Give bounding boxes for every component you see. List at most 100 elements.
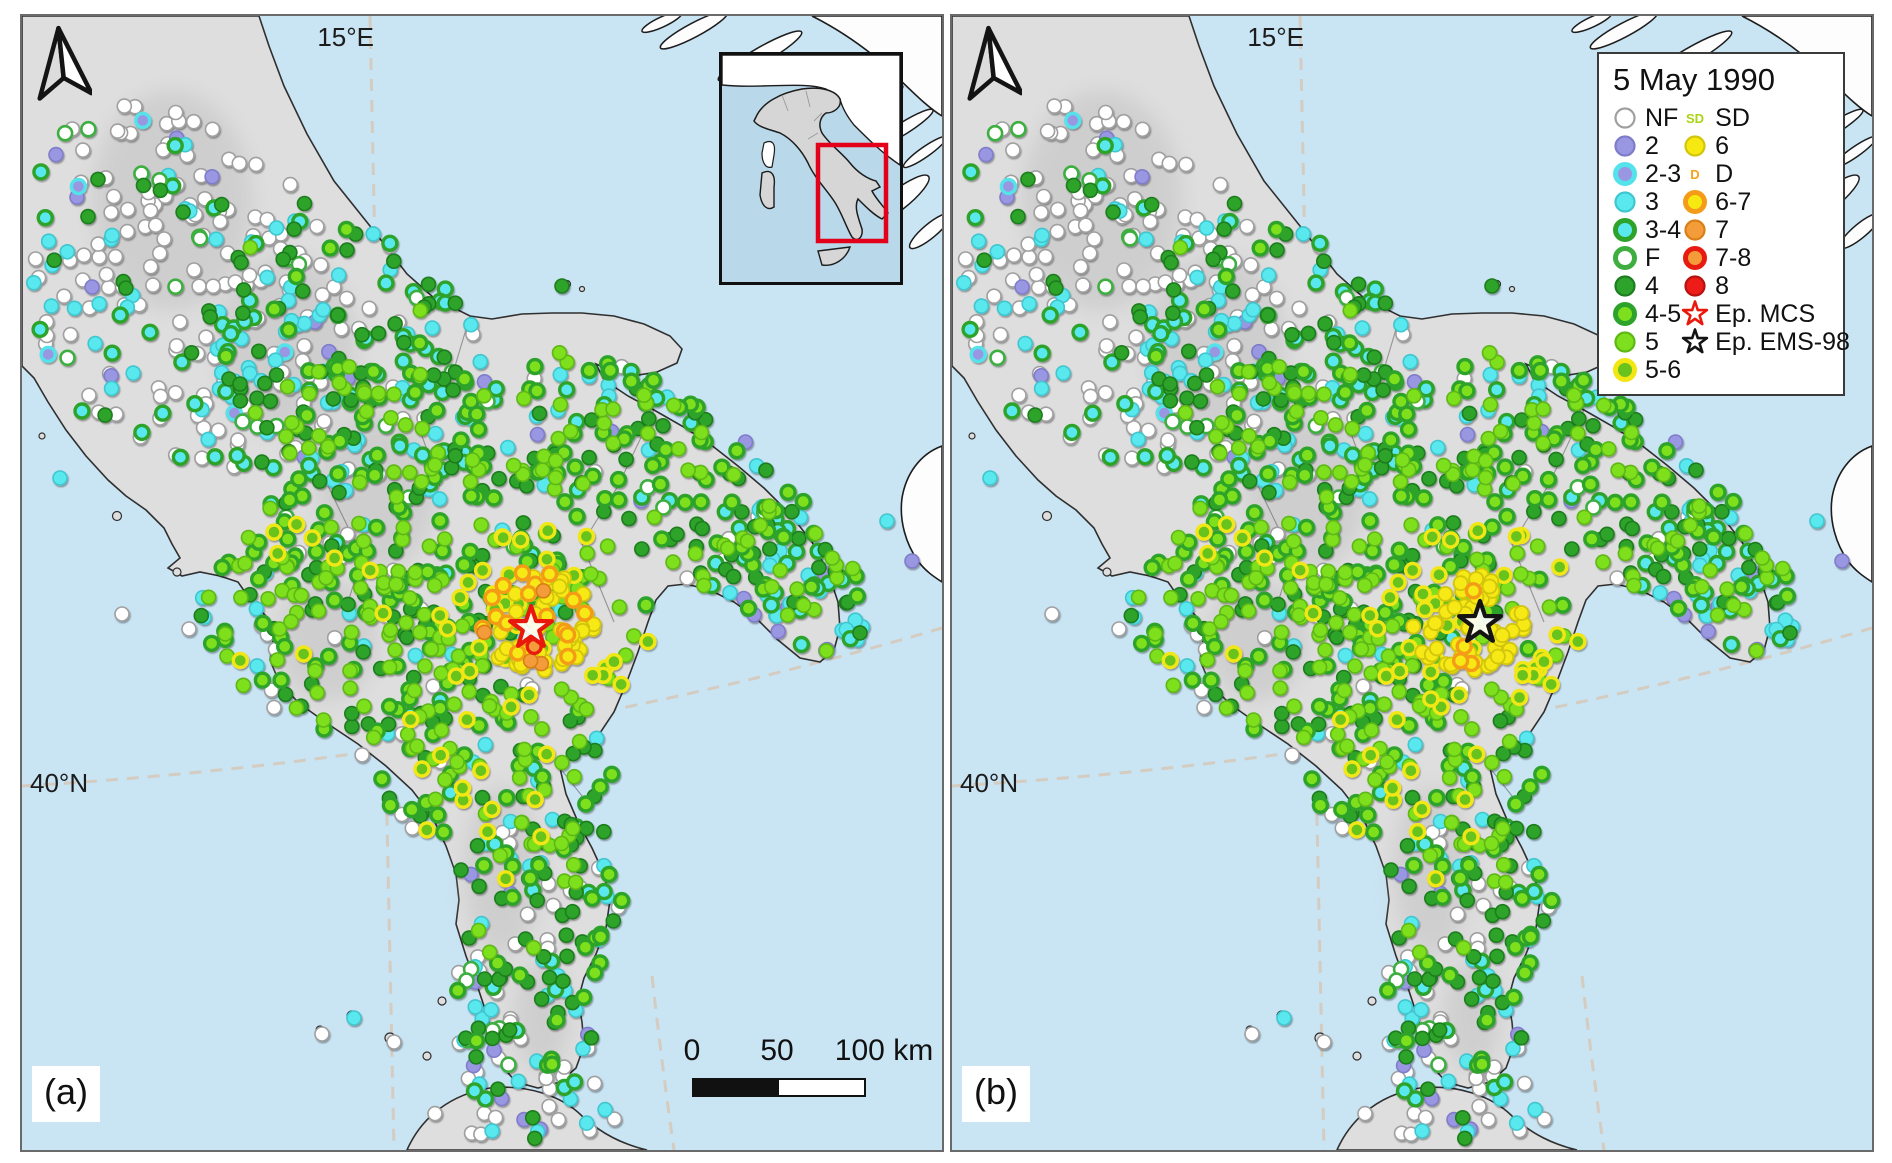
intensity-dot-NF bbox=[90, 236, 106, 252]
intensity-dot-3-4 bbox=[558, 381, 576, 399]
intensity-dot-3 bbox=[996, 300, 1013, 317]
intensity-dot-3 bbox=[1402, 353, 1419, 370]
intensity-dot-5 bbox=[1379, 754, 1395, 770]
intensity-dot-5 bbox=[341, 358, 357, 375]
intensity-dot-3-4 bbox=[792, 635, 811, 654]
intensity-dot-5-6 bbox=[538, 550, 556, 568]
intensity-dot-3 bbox=[248, 600, 265, 617]
intensity-dot-5 bbox=[412, 366, 428, 383]
intensity-dot-4 bbox=[578, 820, 595, 837]
intensity-dot-4-5 bbox=[337, 220, 356, 239]
intensity-dot-5 bbox=[454, 618, 471, 634]
intensity-dot-4-5 bbox=[576, 938, 595, 956]
intensity-dot-5 bbox=[1576, 509, 1593, 526]
intensity-dot-5-6 bbox=[1348, 821, 1366, 839]
legend-circle-icon-5 bbox=[1614, 331, 1636, 353]
intensity-dot-5-6 bbox=[1304, 604, 1322, 622]
intensity-dot-5 bbox=[1702, 562, 1719, 579]
intensity-dot-5 bbox=[719, 540, 736, 557]
intensity-dot-5 bbox=[772, 562, 789, 579]
intensity-dot-4 bbox=[1300, 325, 1317, 342]
intensity-dot-NF bbox=[1263, 321, 1280, 337]
intensity-dot-3 bbox=[104, 227, 120, 244]
intensity-dot-5 bbox=[388, 576, 404, 593]
intensity-dot-4 bbox=[1366, 349, 1383, 366]
intensity-dot-6 bbox=[1446, 599, 1463, 616]
intensity-dot-4-5 bbox=[1531, 361, 1549, 380]
intensity-dot-4-5 bbox=[644, 456, 662, 475]
intensity-dot-3-4 bbox=[394, 352, 412, 370]
intensity-dot-4 bbox=[277, 686, 294, 703]
intensity-dot-NF bbox=[1082, 388, 1099, 405]
intensity-dot-5 bbox=[1505, 475, 1521, 492]
intensity-legend: 5 May 1990 NF 2 2-3 3 3-4 F 4 4-5 5 5-6 SD SD 6 D D 6-… bbox=[1597, 52, 1850, 396]
intensity-dot-4-5 bbox=[1202, 671, 1220, 689]
intensity-dot-4-5 bbox=[276, 637, 294, 656]
intensity-dot-5 bbox=[433, 722, 450, 738]
intensity-dot-4-5 bbox=[287, 267, 305, 286]
intensity-dot-5 bbox=[1290, 607, 1307, 623]
intensity-dot-NF bbox=[986, 288, 1002, 305]
intensity-dot-5 bbox=[360, 607, 377, 623]
intensity-dot-NF bbox=[1097, 384, 1114, 401]
intensity-dot-4 bbox=[469, 837, 486, 854]
intensity-dot-4 bbox=[193, 607, 210, 624]
intensity-dot-5 bbox=[437, 771, 453, 788]
legend-star-icon-ep_ems bbox=[1681, 328, 1709, 354]
intensity-dot-4 bbox=[1162, 376, 1178, 392]
intensity-dot-4 bbox=[1143, 196, 1160, 213]
intensity-dot-NF bbox=[1480, 1112, 1497, 1128]
intensity-dot-3-4 bbox=[36, 208, 54, 227]
intensity-dot-4 bbox=[213, 196, 230, 213]
legend-circle-icon-7-8 bbox=[1683, 246, 1708, 270]
intensity-dot-5 bbox=[355, 533, 372, 550]
intensity-dot-NF bbox=[316, 413, 332, 430]
intensity-dot-6 bbox=[1405, 618, 1422, 635]
intensity-dot-4 bbox=[1163, 254, 1179, 271]
intensity-dot-4 bbox=[1285, 644, 1302, 660]
intensity-dot-4-5 bbox=[1478, 1011, 1496, 1029]
legend-label-F: F bbox=[1645, 243, 1661, 272]
panel-a-letter: (a) bbox=[32, 1066, 100, 1122]
intensity-dot-4 bbox=[447, 447, 464, 464]
intensity-dot-NF bbox=[1072, 203, 1089, 219]
intensity-dot-4-5 bbox=[575, 988, 593, 1006]
intensity-dot-3-4 bbox=[1495, 1073, 1514, 1091]
intensity-dot-5 bbox=[1649, 540, 1666, 557]
intensity-dot-3 bbox=[1189, 269, 1205, 286]
intensity-dot-4-5 bbox=[1456, 357, 1474, 376]
intensity-dot-5-6 bbox=[1403, 561, 1422, 580]
intensity-dot-4 bbox=[1255, 391, 1272, 407]
intensity-dot-4-5 bbox=[653, 530, 671, 548]
intensity-dot-5-6 bbox=[1495, 566, 1513, 585]
intensity-dot-4-5 bbox=[1333, 800, 1351, 819]
legend-circle-icon-5-6 bbox=[1613, 358, 1637, 382]
intensity-dot-5-6 bbox=[401, 710, 420, 729]
intensity-dot-4-5 bbox=[1533, 765, 1551, 783]
intensity-dot-5 bbox=[1391, 683, 1408, 700]
intensity-dot-5 bbox=[523, 708, 539, 725]
intensity-dot-4-5 bbox=[431, 512, 449, 530]
legend-label-D: D bbox=[1715, 159, 1734, 188]
legend-label-7-8: 7-8 bbox=[1715, 243, 1752, 272]
intensity-dot-4 bbox=[492, 678, 509, 695]
intensity-dot-4 bbox=[559, 948, 575, 965]
intensity-dot-5 bbox=[1480, 430, 1497, 447]
intensity-dot-4-5 bbox=[1259, 465, 1277, 483]
intensity-dot-4 bbox=[331, 484, 347, 501]
intensity-dot-5 bbox=[687, 545, 704, 562]
intensity-dot-4-5 bbox=[1294, 362, 1313, 381]
intensity-dot-3-4 bbox=[103, 344, 121, 362]
intensity-dot-4 bbox=[655, 417, 671, 434]
intensity-dot-4 bbox=[340, 596, 356, 613]
intensity-dot-5 bbox=[1623, 424, 1640, 441]
intensity-dot-4-5 bbox=[213, 558, 231, 577]
intensity-dot-5-6 bbox=[431, 606, 449, 625]
intensity-dot-5 bbox=[416, 606, 433, 623]
intensity-dot-4-5 bbox=[1296, 466, 1314, 484]
intensity-dot-F bbox=[59, 349, 76, 367]
intensity-dot-5-6 bbox=[1469, 522, 1487, 540]
intensity-dot-3 bbox=[200, 431, 216, 448]
intensity-dot-4 bbox=[491, 470, 507, 487]
intensity-dot-5 bbox=[553, 681, 570, 698]
